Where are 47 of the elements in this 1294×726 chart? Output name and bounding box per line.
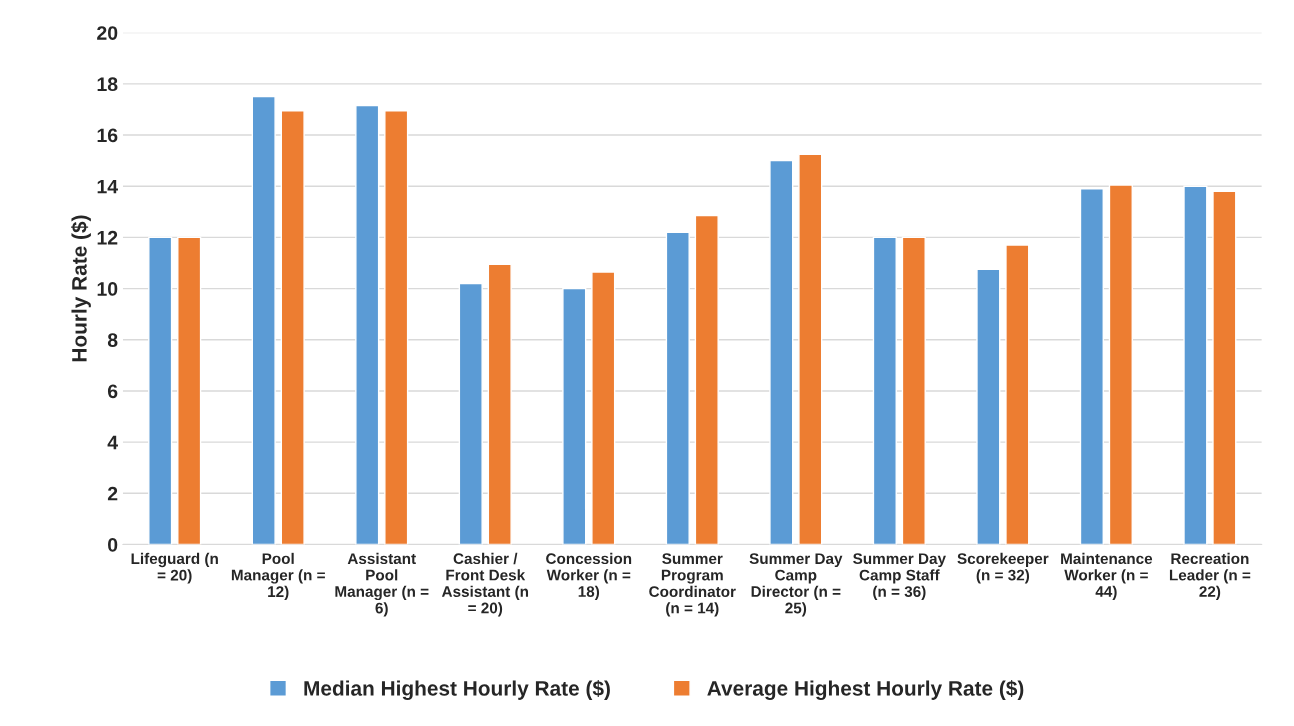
x-tick-label: Assistant Pool Manager (n = 6) xyxy=(335,552,429,617)
y-tick-label: 6 xyxy=(107,384,118,399)
y-tick-label: 18 xyxy=(97,77,118,92)
bar xyxy=(591,271,616,545)
bar xyxy=(769,159,794,545)
bar xyxy=(901,236,926,545)
x-tick-label: Summer Day Camp Staff (n = 36) xyxy=(853,553,946,600)
bar xyxy=(251,95,276,545)
y-tick-label: 4 xyxy=(107,435,118,450)
x-tick-label: Pool Manager (n = 12) xyxy=(231,552,325,601)
y-tick-label: 10 xyxy=(97,282,118,296)
y-tick-label: 16 xyxy=(97,128,118,143)
bar xyxy=(798,153,823,545)
x-tick-label: Concession Worker (n = 18) xyxy=(546,552,632,600)
bar xyxy=(694,214,719,545)
y-tick-label: 0 xyxy=(108,537,118,552)
y-tick-label: 8 xyxy=(107,333,118,348)
y-tick-label: 14 xyxy=(97,179,118,194)
y-tick-label: 20 xyxy=(97,26,118,40)
bar xyxy=(1108,184,1133,545)
x-tick-label: Scorekeeper (n = 32) xyxy=(957,552,1049,584)
y-tick-label: 12 xyxy=(97,230,118,245)
bar xyxy=(384,110,409,545)
x-tick-label: Recreation Leader (n = 22) xyxy=(1169,552,1251,600)
bar xyxy=(280,110,305,545)
y-axis-title: Hourly Rate ($) xyxy=(71,215,91,362)
bar xyxy=(1183,185,1208,545)
bar xyxy=(665,231,690,545)
x-tick-label: Maintenance Worker (n = 44) xyxy=(1061,552,1153,600)
legend-label: Median Highest Hourly Rate ($) xyxy=(304,680,610,700)
bar xyxy=(1079,188,1104,545)
bar xyxy=(872,236,897,545)
x-tick-label: Summer Day Camp Director (n = 25) xyxy=(749,553,843,617)
bar xyxy=(1212,190,1237,545)
y-tick-label: 2 xyxy=(107,486,118,501)
bar xyxy=(458,282,483,545)
bar xyxy=(177,236,202,545)
legend-label: Average Highest Hourly Rate ($) xyxy=(707,680,1024,700)
x-tick-label: Lifeguard (n = 20) xyxy=(131,552,218,584)
bar xyxy=(355,104,380,545)
bar xyxy=(562,287,587,545)
bar xyxy=(148,236,173,545)
x-tick-label: Summer Program Coordinator (n = 14) xyxy=(649,553,736,617)
bar xyxy=(976,268,1001,545)
x-tick-label: Cashier / Front Desk Assistant (n = 20) xyxy=(441,552,529,617)
bar xyxy=(487,263,512,545)
bar xyxy=(1005,244,1030,545)
